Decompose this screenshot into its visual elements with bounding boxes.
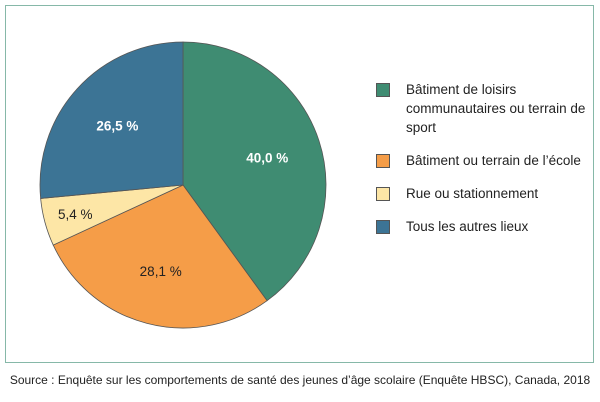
legend-item-autres: Tous les autres lieux bbox=[376, 217, 586, 236]
pie-chart: 40,0 % 28,1 % 5,4 % 26,5 % bbox=[39, 41, 327, 329]
legend-item-rue: Rue ou stationnement bbox=[376, 184, 586, 203]
slice-label-ecole: 28,1 % bbox=[140, 264, 182, 279]
legend-label-ecole: Bâtiment ou terrain de l’école bbox=[406, 153, 581, 168]
legend-item-ecole: Bâtiment ou terrain de l’école bbox=[376, 151, 586, 170]
legend-swatch-loisirs bbox=[376, 83, 390, 97]
slice-label-rue: 5,4 % bbox=[58, 207, 93, 222]
slice-label-autres: 26,5 % bbox=[96, 118, 138, 133]
legend-label-autres: Tous les autres lieux bbox=[406, 219, 529, 234]
legend-label-rue: Rue ou stationnement bbox=[406, 186, 539, 201]
legend-label-loisirs: Bâtiment de loisirs communautaires ou te… bbox=[406, 82, 586, 135]
source-note: Source : Enquête sur les comportements d… bbox=[9, 373, 591, 387]
pie-slice-loisirs bbox=[182, 41, 327, 302]
legend-swatch-rue bbox=[376, 187, 390, 201]
legend-swatch-autres bbox=[376, 220, 390, 234]
legend-item-loisirs: Bâtiment de loisirs communautaires ou te… bbox=[376, 80, 586, 137]
legend: Bâtiment de loisirs communautaires ou te… bbox=[376, 80, 586, 250]
legend-swatch-ecole bbox=[376, 154, 390, 168]
pie-slice-autres bbox=[39, 41, 184, 199]
slice-label-loisirs: 40,0 % bbox=[246, 151, 288, 166]
